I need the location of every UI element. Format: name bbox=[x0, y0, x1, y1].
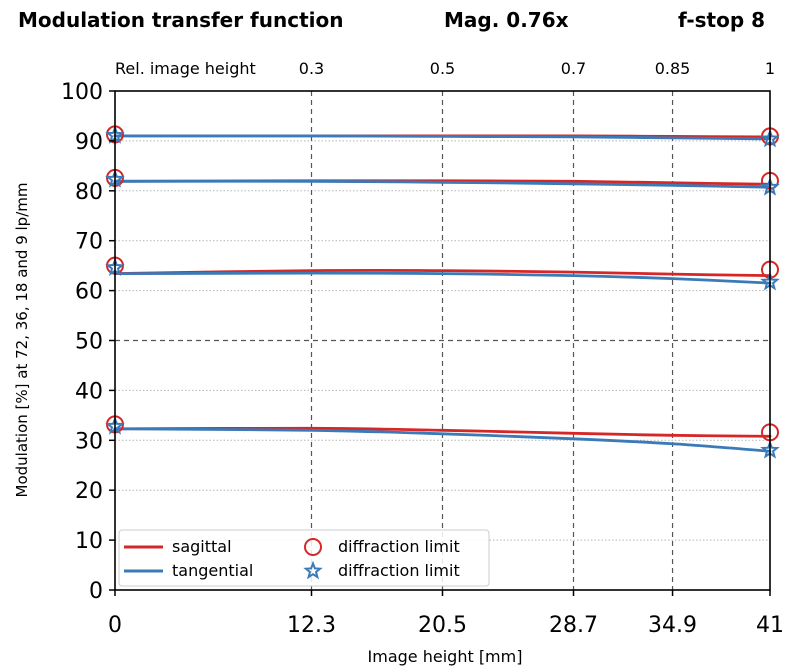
legend-box bbox=[118, 529, 490, 587]
rel-image-height-tick-label: 0.7 bbox=[561, 59, 586, 78]
series-line-sagittal bbox=[113, 268, 772, 278]
rel-image-height-label: Rel. image height bbox=[115, 59, 256, 78]
y-tick-label: 40 bbox=[75, 379, 103, 404]
series-line-tangential bbox=[113, 179, 772, 189]
x-tick-label: 28.7 bbox=[549, 613, 598, 638]
axis-layer: 0 10 20 30 40 50 60 70 80 90 100 0 12.3 20.5 28.7 34.9 4… bbox=[61, 59, 784, 638]
y-tick-label: 90 bbox=[75, 130, 103, 155]
y-tick-label: 80 bbox=[75, 180, 103, 205]
legend-diffraction-tangential-label: diffraction limit bbox=[338, 561, 460, 580]
legend-diffraction-sagittal-label: diffraction limit bbox=[338, 537, 460, 556]
x-tick-label: 34.9 bbox=[648, 613, 697, 638]
x-tick-label: 20.5 bbox=[418, 613, 467, 638]
rel-image-height-tick-label: 1 bbox=[765, 59, 775, 78]
legend-circle-marker bbox=[304, 538, 322, 556]
legend-sagittal-label: sagittal bbox=[172, 537, 232, 556]
y-tick-label: 10 bbox=[75, 529, 103, 554]
grid-layer bbox=[115, 91, 770, 590]
y-tick-label: 30 bbox=[75, 429, 103, 454]
rel-image-height-tick-label: 0.5 bbox=[430, 59, 455, 78]
y-tick-label: 100 bbox=[61, 80, 103, 105]
y-axis-label: Modulation [%] at 72, 36, 18 and 9 lp/mm bbox=[13, 183, 31, 498]
legend: sagittal tangential diffraction limit di… bbox=[118, 529, 490, 587]
rel-image-height-tick-label: 0.3 bbox=[299, 59, 324, 78]
legend-tangential-label: tangential bbox=[172, 561, 253, 580]
rel-image-height-tick-label: 0.85 bbox=[655, 59, 691, 78]
series-line-tangential bbox=[113, 271, 772, 285]
series-line-tangential bbox=[113, 134, 772, 141]
x-tick-label: 12.3 bbox=[287, 613, 336, 638]
y-tick-label: 50 bbox=[75, 330, 103, 355]
series-line-sagittal bbox=[113, 426, 772, 438]
x-tick-label: 0 bbox=[108, 613, 122, 638]
y-tick-label: 70 bbox=[75, 230, 103, 255]
y-tick-label: 60 bbox=[75, 280, 103, 305]
x-axis-label: Image height [mm] bbox=[368, 647, 523, 666]
legend-star-marker bbox=[303, 560, 323, 580]
magnification-label: Mag. 0.76x bbox=[444, 8, 569, 32]
fstop-label: f-stop 8 bbox=[678, 8, 766, 32]
chart-title: Modulation transfer function bbox=[18, 8, 344, 32]
y-tick-label: 0 bbox=[89, 579, 103, 604]
series-line-tangential bbox=[113, 427, 772, 453]
series-layer bbox=[113, 134, 772, 453]
y-tick-label: 20 bbox=[75, 479, 103, 504]
x-tick-label: 41 bbox=[756, 613, 784, 638]
